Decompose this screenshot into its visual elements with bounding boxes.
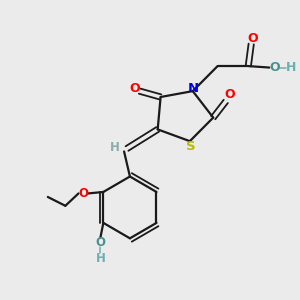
Text: O: O	[95, 236, 105, 248]
Text: O: O	[78, 187, 88, 200]
Text: H: H	[95, 252, 105, 265]
Text: N: N	[188, 82, 199, 95]
Text: O: O	[269, 61, 280, 74]
Text: O: O	[248, 32, 258, 45]
Text: H: H	[286, 61, 296, 74]
Text: H: H	[110, 141, 120, 154]
Text: S: S	[187, 140, 196, 153]
Text: O: O	[129, 82, 140, 95]
Text: O: O	[224, 88, 235, 100]
